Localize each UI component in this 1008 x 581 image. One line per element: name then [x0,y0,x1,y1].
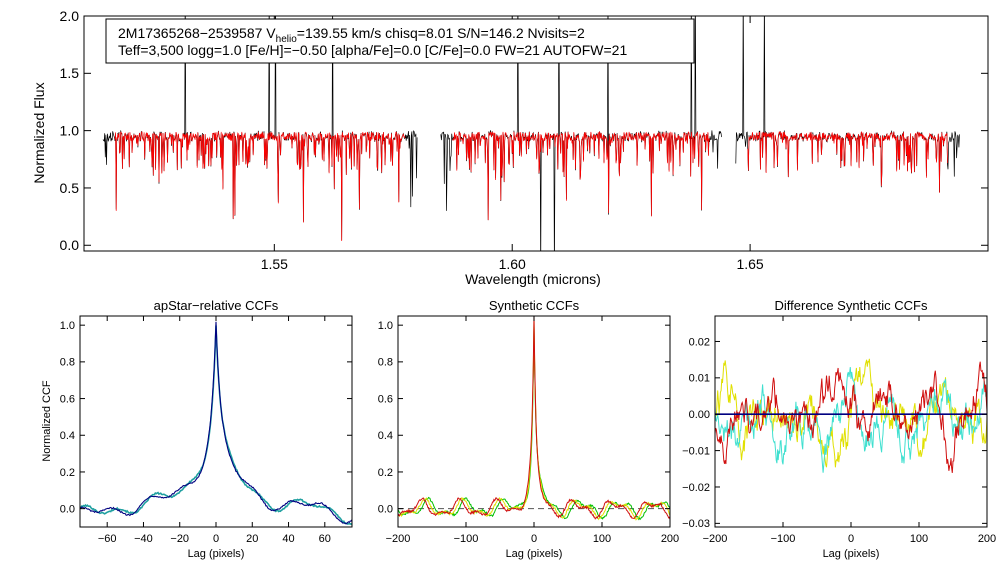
spectrum-y-tick-label: 1.5 [60,65,80,81]
apstar-ccf-line [80,325,352,526]
spectrum-y-tick-label: 2.0 [60,8,80,24]
header-line1-prefix: 2M17365268−2539587 V [118,25,276,41]
header-line1-subscript: helio [276,34,298,45]
difference-ccf-x-tick-label: −200 [703,533,728,545]
synthetic-ccf-x-tick-label: 200 [661,533,679,545]
spectrum-plot-frame [83,15,989,252]
synthetic-ccf-x-tick-label: −100 [454,533,479,545]
spectrum-y-tick-label: 1.0 [60,123,80,139]
apstar-ccf-x-tick-label: −60 [98,533,117,545]
header-line1-suffix: =139.55 km/s chisq=8.01 S/N=146.2 Nvisit… [297,25,585,41]
spectrum-y-tick-label: 0.5 [60,180,80,196]
apstar-ccf-y-tick-label: 0.2 [60,467,75,479]
synthetic-ccf-y-tick-label: 0.0 [378,504,393,516]
synthetic-ccf-y-tick-label: 0.6 [378,393,393,405]
difference-ccf-series-layer [715,358,987,473]
synthetic-ccf-x-tick-label: −200 [386,533,411,545]
spectrum-y-tick-label: 0.0 [60,237,80,253]
synthetic-ccf-y-tick-label: 0.2 [378,467,393,479]
difference-ccf-y-tick-label: −0.02 [682,482,710,494]
spectrum-y-label: Normalized Flux [31,82,47,183]
synthetic-ccf-ticks: −200 −100 0 100 200 0.0 0.2 0.4 0.6 0.8 1.0 [378,316,679,545]
spectrum-model-line [114,130,406,242]
apstar-ccf-y-tick-label: 0.4 [60,430,75,442]
difference-ccf-title: Difference Synthetic CCFs [775,298,928,313]
apstar-ccf-line [80,321,352,525]
synthetic-ccf-x-label: Lag (pixels) [506,548,563,560]
synthetic-ccf-y-tick-label: 1.0 [378,320,393,332]
difference-ccf-y-tick-label: 0.02 [689,336,710,348]
difference-ccf-x-tick-label: 200 [978,533,996,545]
spectrum-x-tick-label: 1.65 [736,256,763,272]
difference-ccf-x-tick-label: 0 [848,533,854,545]
synthetic-ccf-title: Synthetic CCFs [489,298,580,313]
difference-ccf-line [715,361,987,473]
apstar-ccf-title: apStar−relative CCFs [154,298,279,313]
spectrum-x-tick-label: 1.55 [261,256,288,272]
apstar-ccf-x-tick-label: 20 [246,533,258,545]
synthetic-ccf-line [398,326,670,521]
apstar-ccf-x-tick-label: 40 [282,533,294,545]
spectrum-model-line [452,131,710,221]
apstar-ccf-x-tick-label: 60 [319,533,331,545]
apstar-ccf-y-label: Normalized CCF [41,380,53,462]
synthetic-ccf-x-tick-label: 0 [531,533,537,545]
synthetic-ccf-panel: −200 −100 0 100 200 0.0 0.2 0.4 0.6 0.8 1.0 Synthe… [378,298,679,560]
difference-ccf-x-tick-label: −100 [771,533,796,545]
header-line-2: Teff=3,500 logg=1.0 [Fe/H]=−0.50 [alpha/… [118,42,627,58]
difference-ccf-line [715,358,987,468]
difference-ccf-y-tick-label: 0.00 [689,409,710,421]
difference-ccf-line [715,367,987,473]
apstar-ccf-x-tick-label: −40 [134,533,153,545]
header-info-box [105,18,695,64]
synthetic-ccf-series-layer [398,316,670,521]
synthetic-ccf-y-tick-label: 0.4 [378,430,393,442]
apstar-ccf-y-tick-label: 0.8 [60,357,75,369]
spectrum-ticks: 1.55 1.60 1.65 0.0 0.5 1.0 1.5 2.0 [60,8,988,272]
difference-ccf-x-tick-label: 100 [910,533,928,545]
difference-ccf-x-label: Lag (pixels) [823,548,880,560]
synthetic-ccf-line [398,316,670,520]
spectrum-x-label: Wavelength (microns) [465,271,601,287]
spectrum-panel: 1.55 1.60 1.65 0.0 0.5 1.0 1.5 2.0 Wavelength (… [31,8,989,287]
difference-ccf-y-tick-label: −0.03 [682,518,710,530]
difference-ccf-ticks: −200 −100 0 100 200 −0.03 −0.02 −0.01 0.00 0.01 0.… [682,316,996,545]
apstar-ccf-series-layer [80,321,352,526]
apstar-ccf-panel: −60 −40 −20 0 20 40 60 0.0 0.2 0.4 0.6 0.8 1.0 apSta… [41,298,353,560]
spectrum-x-tick-label: 1.60 [499,256,526,272]
synthetic-ccf-x-tick-label: 100 [593,533,611,545]
difference-ccf-y-tick-label: 0.01 [689,373,710,385]
difference-ccf-y-tick-label: −0.01 [682,445,710,457]
apstar-ccf-y-tick-label: 0.6 [60,393,75,405]
apstar-ccf-plot-frame [79,315,353,528]
spectrum-model-line [747,130,948,193]
apstar-ccf-x-tick-label: −20 [170,533,189,545]
difference-ccf-panel: −200 −100 0 100 200 −0.03 −0.02 −0.01 0.00 0.01 0.… [682,298,996,560]
spectrum-series-layer [102,16,960,251]
apstar-ccf-x-label: Lag (pixels) [188,548,245,560]
apstar-ccf-y-tick-label: 1.0 [60,320,75,332]
apstar-ccf-ticks: −60 −40 −20 0 20 40 60 0.0 0.2 0.4 0.6 0.8 1.0 [60,316,352,545]
header-line-1: 2M17365268−2539587 Vhelio=139.55 km/s ch… [118,25,585,45]
apstar-ccf-y-tick-label: 0.0 [60,504,75,516]
synthetic-ccf-y-tick-label: 0.8 [378,357,393,369]
apstar-ccf-x-tick-label: 0 [213,533,219,545]
